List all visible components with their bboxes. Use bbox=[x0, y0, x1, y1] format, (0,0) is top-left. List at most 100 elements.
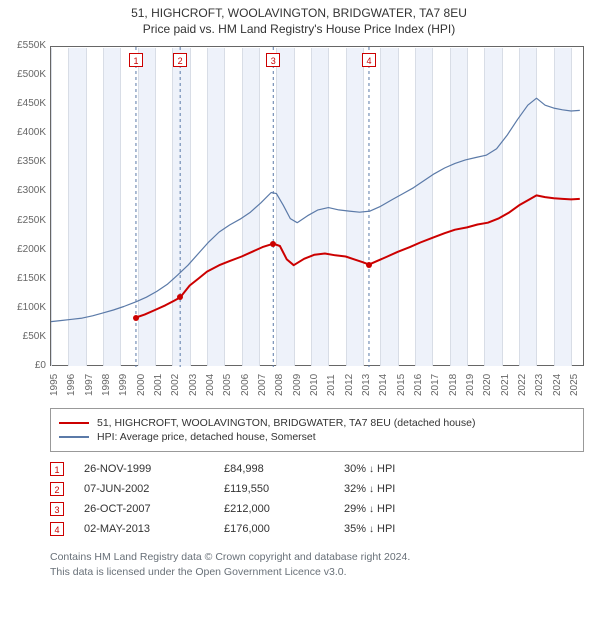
year-band bbox=[450, 48, 467, 366]
sale-price: £176,000 bbox=[224, 523, 344, 535]
year-band bbox=[103, 48, 120, 366]
sale-date: 26-OCT-2007 bbox=[84, 503, 224, 515]
gridline-v bbox=[450, 48, 451, 366]
gridline-v bbox=[68, 48, 69, 366]
arrow-down-icon: ↓ bbox=[369, 464, 374, 475]
gridline-v bbox=[207, 48, 208, 366]
chart-area: 1 2 3 4 £0 £50K £100K £150K £200K £250K £300K £350… bbox=[6, 40, 590, 400]
gridline-v bbox=[571, 48, 572, 366]
y-tick-label: £550K bbox=[6, 40, 46, 51]
y-tick-label: £400K bbox=[6, 127, 46, 138]
sale-dot bbox=[270, 241, 276, 247]
footer: Contains HM Land Registry data © Crown c… bbox=[50, 550, 584, 579]
sale-row: 2 07-JUN-2002£119,55032% ↓ HPI bbox=[50, 482, 584, 496]
sale-marker-box: 1 bbox=[129, 53, 143, 67]
gridline-v bbox=[380, 48, 381, 366]
legend-row: HPI: Average price, detached house, Some… bbox=[59, 431, 575, 443]
gridline-v bbox=[398, 48, 399, 366]
footer-line-2: This data is licensed under the Open Gov… bbox=[50, 565, 584, 580]
y-tick-label: £300K bbox=[6, 185, 46, 196]
sale-date: 07-JUN-2002 bbox=[84, 483, 224, 495]
gridline-v bbox=[432, 48, 433, 366]
gridline-v bbox=[259, 48, 260, 366]
gridline-v bbox=[103, 48, 104, 366]
sale-marker-box: 2 bbox=[173, 53, 187, 67]
sales-table: 1 26-NOV-1999£84,99830% ↓ HPI 2 07-JUN-2002… bbox=[50, 462, 584, 536]
year-band bbox=[276, 48, 293, 366]
sale-marker-box: 4 bbox=[362, 53, 376, 67]
legend-row: 51, HIGHCROFT, WOOLAVINGTON, BRIDGWATER,… bbox=[59, 417, 575, 429]
legend-label: 51, HIGHCROFT, WOOLAVINGTON, BRIDGWATER,… bbox=[97, 417, 476, 429]
year-band bbox=[68, 48, 85, 366]
year-band bbox=[484, 48, 501, 366]
year-band bbox=[519, 48, 536, 366]
y-tick-label: £100K bbox=[6, 302, 46, 313]
sale-pct: 32% ↓ HPI bbox=[344, 483, 424, 495]
plot-rect: 1 2 3 4 bbox=[50, 46, 584, 366]
y-tick-label: £200K bbox=[6, 244, 46, 255]
y-tick-label: £250K bbox=[6, 215, 46, 226]
sale-index-box: 3 bbox=[50, 502, 64, 516]
sale-date: 26-NOV-1999 bbox=[84, 463, 224, 475]
gridline-v bbox=[415, 48, 416, 366]
title-sub: Price paid vs. HM Land Registry's House … bbox=[6, 22, 592, 36]
sale-dot bbox=[366, 262, 372, 268]
legend-label: HPI: Average price, detached house, Some… bbox=[97, 431, 316, 443]
x-tick-label: 2025 bbox=[569, 374, 599, 396]
arrow-down-icon: ↓ bbox=[369, 484, 374, 495]
sale-index-box: 2 bbox=[50, 482, 64, 496]
legend: 51, HIGHCROFT, WOOLAVINGTON, BRIDGWATER,… bbox=[50, 408, 584, 452]
year-band bbox=[415, 48, 432, 366]
arrow-down-icon: ↓ bbox=[369, 524, 374, 535]
gridline-v bbox=[155, 48, 156, 366]
sale-price: £84,998 bbox=[224, 463, 344, 475]
legend-swatch bbox=[59, 436, 89, 438]
year-band bbox=[138, 48, 155, 366]
sale-pct: 29% ↓ HPI bbox=[344, 503, 424, 515]
gridline-v bbox=[224, 48, 225, 366]
y-tick-label: £50K bbox=[6, 331, 46, 342]
year-band bbox=[242, 48, 259, 366]
gridline-v bbox=[242, 48, 243, 366]
gridline-v bbox=[484, 48, 485, 366]
sale-price: £119,550 bbox=[224, 483, 344, 495]
sale-price: £212,000 bbox=[224, 503, 344, 515]
y-tick-label: £500K bbox=[6, 69, 46, 80]
y-tick-label: £450K bbox=[6, 98, 46, 109]
legend-swatch bbox=[59, 422, 89, 424]
sale-row: 1 26-NOV-1999£84,99830% ↓ HPI bbox=[50, 462, 584, 476]
sale-pct: 30% ↓ HPI bbox=[344, 463, 424, 475]
year-band bbox=[311, 48, 328, 366]
year-band bbox=[554, 48, 571, 366]
gridline-v bbox=[536, 48, 537, 366]
gridline-v bbox=[346, 48, 347, 366]
gridline-v bbox=[519, 48, 520, 366]
y-tick-label: £0 bbox=[6, 360, 46, 371]
year-band bbox=[172, 48, 189, 366]
sale-pct: 35% ↓ HPI bbox=[344, 523, 424, 535]
year-band bbox=[380, 48, 397, 366]
gridline-v bbox=[276, 48, 277, 366]
sale-index-box: 4 bbox=[50, 522, 64, 536]
title-main: 51, HIGHCROFT, WOOLAVINGTON, BRIDGWATER,… bbox=[6, 6, 592, 20]
year-band bbox=[346, 48, 363, 366]
gridline-v bbox=[467, 48, 468, 366]
y-tick-label: £350K bbox=[6, 156, 46, 167]
gridline-v bbox=[554, 48, 555, 366]
sale-dot bbox=[133, 315, 139, 321]
y-tick-label: £150K bbox=[6, 273, 46, 284]
sale-row: 3 26-OCT-2007£212,00029% ↓ HPI bbox=[50, 502, 584, 516]
sale-index-box: 1 bbox=[50, 462, 64, 476]
gridline-v bbox=[502, 48, 503, 366]
sale-row: 4 02-MAY-2013£176,00035% ↓ HPI bbox=[50, 522, 584, 536]
gridline-v bbox=[311, 48, 312, 366]
chart-container: 51, HIGHCROFT, WOOLAVINGTON, BRIDGWATER,… bbox=[0, 0, 600, 585]
sale-date: 02-MAY-2013 bbox=[84, 523, 224, 535]
gridline-v bbox=[190, 48, 191, 366]
gridline-v bbox=[294, 48, 295, 366]
gridline-v bbox=[172, 48, 173, 366]
gridline-v bbox=[51, 48, 52, 366]
gridline-v bbox=[328, 48, 329, 366]
sale-marker-box: 3 bbox=[266, 53, 280, 67]
gridline-v bbox=[363, 48, 364, 366]
